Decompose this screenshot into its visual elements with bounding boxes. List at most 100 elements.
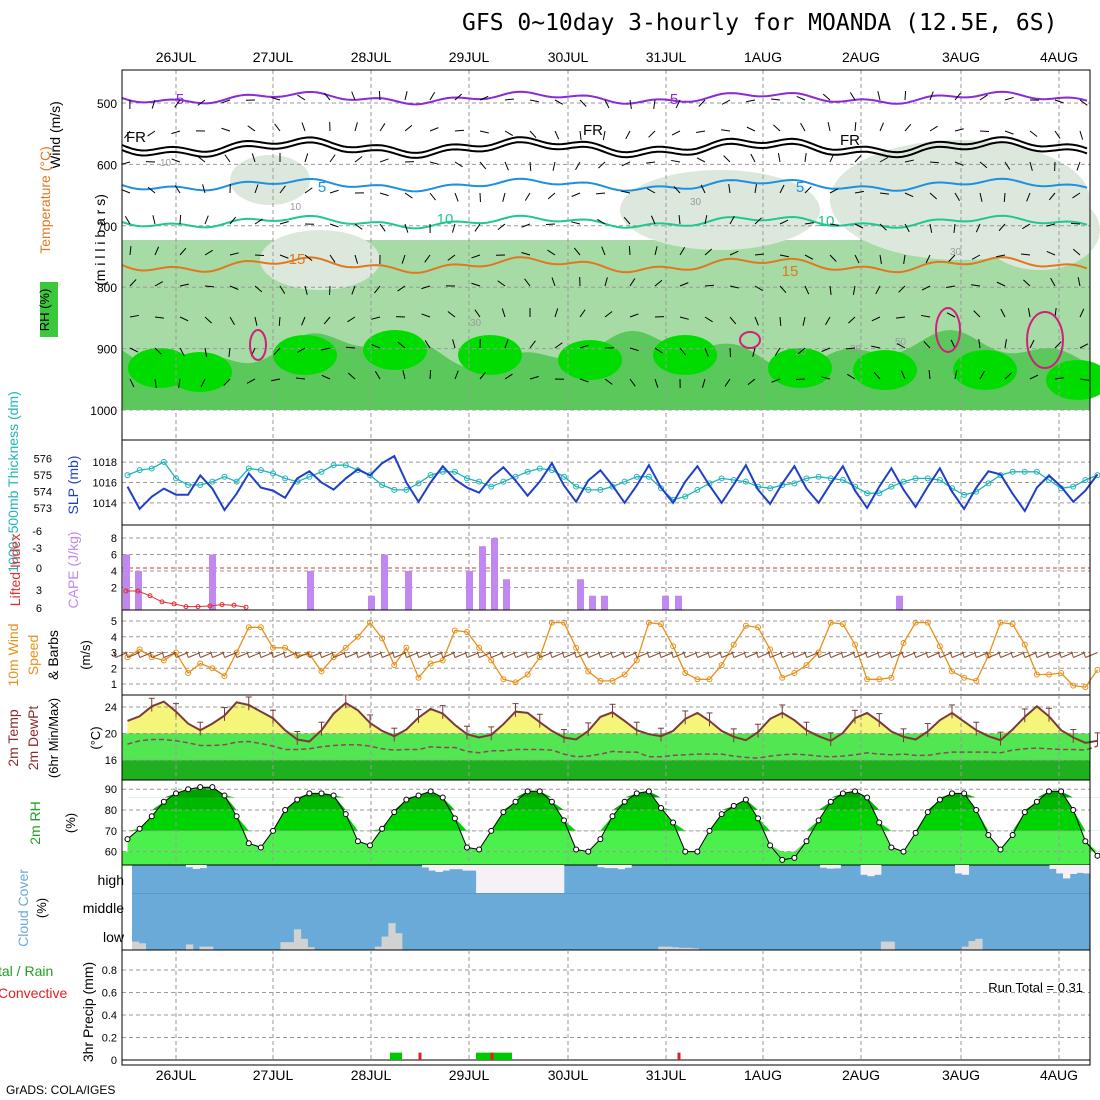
rh2-point <box>294 796 301 803</box>
rh-core <box>1046 360 1100 400</box>
wind-barb <box>723 155 731 163</box>
wind-barb <box>197 99 206 106</box>
wind-barb <box>474 309 481 318</box>
rh2-point <box>233 813 240 820</box>
wind-barb <box>301 122 306 132</box>
wind-barb <box>321 374 331 380</box>
cloud-low-bar <box>185 944 194 950</box>
thickness-tick: 574 <box>34 487 52 499</box>
wind-barb <box>579 378 589 383</box>
wind-barb-10m <box>515 652 528 658</box>
pressure-tick: 1000 <box>90 404 117 418</box>
wind-barb <box>171 130 181 135</box>
wind-barb <box>229 316 235 326</box>
wind-barb-10m <box>779 651 783 658</box>
wind-barb <box>746 126 756 132</box>
wind-barb <box>124 216 131 225</box>
wind-barb-10m <box>234 651 238 658</box>
wind-barb <box>604 311 613 318</box>
wind-barb-10m <box>428 651 432 658</box>
wind-barb-10m <box>270 651 274 658</box>
wind-barb <box>379 192 389 197</box>
wind-barb <box>551 277 556 287</box>
thickness-line <box>127 461 1098 501</box>
wind-barb <box>1076 161 1081 171</box>
wind10-units-label: (m/s) <box>78 640 93 670</box>
wind-barb-10m <box>479 652 492 658</box>
wind-barb <box>404 124 413 132</box>
precip-tick: 0 <box>111 1055 117 1067</box>
wind-speed-point <box>124 654 131 661</box>
rh2-point <box>209 784 216 791</box>
wind-barb <box>754 285 764 291</box>
wind-barb <box>829 285 832 295</box>
rh-core <box>853 350 917 390</box>
wind-barb-10m <box>391 651 395 658</box>
wind-speed-line <box>127 621 1099 688</box>
wind-barb <box>771 378 781 383</box>
rh2-point <box>306 790 313 797</box>
contour-label: 5 <box>318 179 326 196</box>
wind-barb <box>996 254 1006 258</box>
wind-barb <box>296 377 306 380</box>
wind-barb-10m <box>745 652 759 658</box>
wind-barb <box>752 347 756 357</box>
cape-bar <box>123 554 130 610</box>
wind-barb-10m <box>442 652 456 658</box>
li-tick: -3 <box>32 543 42 555</box>
wind-barb <box>247 125 256 132</box>
wind-barb <box>928 369 931 380</box>
wind-barb <box>671 159 681 163</box>
thickness-point <box>245 465 252 472</box>
pressure-tick: 800 <box>97 281 117 295</box>
wind-speed-point <box>924 619 931 626</box>
thickness-point <box>439 468 446 475</box>
wind-barb <box>429 127 439 132</box>
wind-barb <box>604 277 608 287</box>
wind-speed-point <box>221 673 228 680</box>
cloud-high-bar <box>604 865 612 869</box>
rh2-point <box>585 848 592 855</box>
wind-speed-point <box>403 644 410 651</box>
wind-barb <box>1077 277 1081 287</box>
isotherm-0b <box>121 141 1088 159</box>
wind-barb <box>129 279 137 287</box>
rh-dry-contour <box>249 329 267 361</box>
wind-barb <box>474 223 481 232</box>
wind-tick: 5 <box>111 616 117 628</box>
wind-barb <box>329 254 336 263</box>
wind-barb <box>254 316 258 326</box>
wind-speed-point <box>415 674 422 681</box>
pressure-tick: 600 <box>97 158 117 172</box>
thickness-point <box>573 483 580 490</box>
wind-barb <box>323 92 331 101</box>
wind-barb-10m <box>175 652 189 658</box>
wind-barb <box>124 130 131 139</box>
wind-speed-point <box>270 644 276 651</box>
wind-barb <box>479 95 489 101</box>
wind-barb <box>774 347 781 356</box>
rh2-point <box>900 848 907 855</box>
wind-barb <box>154 281 164 287</box>
cape-tick: 2 <box>111 582 117 594</box>
wind-barb <box>404 223 409 233</box>
wind-barb-10m <box>600 652 613 658</box>
wind-speed-point <box>136 646 143 653</box>
wind-barb <box>152 215 156 225</box>
wind-barb-10m <box>976 652 989 658</box>
wind-barb-10m <box>394 652 407 658</box>
wind-barb <box>829 254 837 262</box>
wind-speed-point <box>633 657 640 664</box>
wind-barb <box>675 99 681 109</box>
wind-barb-10m <box>212 652 225 658</box>
wind-barb <box>521 223 531 228</box>
rh2-point <box>548 798 555 805</box>
wind-barb <box>875 285 881 295</box>
cloud-high-bar <box>435 865 443 872</box>
pressure-tick: 500 <box>97 97 117 111</box>
pressure-tick: 700 <box>97 220 117 234</box>
rh-core <box>458 335 522 375</box>
wind-barb-10m <box>210 651 213 658</box>
rh2-point <box>997 846 1004 853</box>
cloud-high-bar <box>874 865 882 875</box>
